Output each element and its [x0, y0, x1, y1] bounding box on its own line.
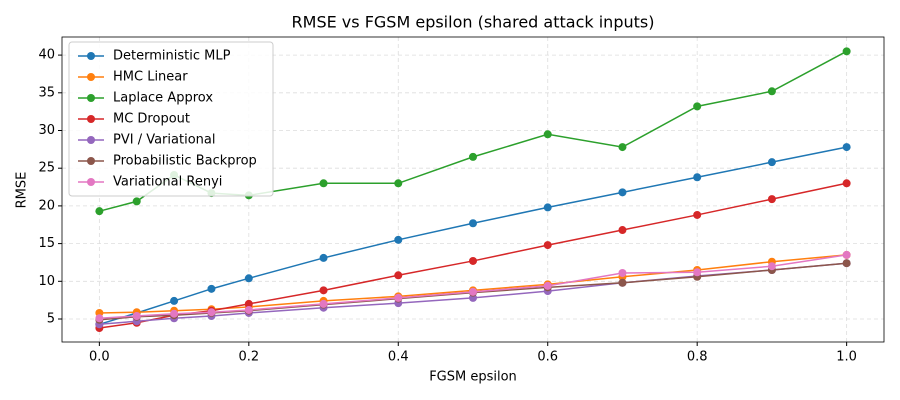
data-point	[319, 299, 328, 308]
data-point	[319, 286, 328, 295]
data-point	[207, 284, 216, 293]
data-point	[132, 311, 141, 320]
plot-frame	[61, 36, 885, 343]
legend-label: Deterministic MLP	[113, 49, 231, 64]
data-point	[95, 314, 104, 323]
y-tick-label: 30	[38, 123, 55, 138]
data-point	[618, 143, 627, 152]
data-point	[319, 179, 328, 188]
y-tick-label: 5	[47, 312, 55, 327]
data-point	[543, 130, 552, 139]
y-tick-label: 40	[38, 48, 55, 63]
data-point	[170, 309, 179, 318]
legend-marker	[87, 115, 95, 123]
data-point	[244, 299, 253, 308]
data-point	[207, 308, 216, 317]
x-tick-label: 0.6	[537, 350, 558, 365]
y-tick-label: 10	[38, 274, 55, 289]
data-point	[618, 188, 627, 197]
data-point	[394, 179, 403, 188]
data-point	[842, 250, 851, 259]
data-point	[767, 195, 776, 204]
data-point	[767, 87, 776, 96]
y-tick-label: 20	[38, 198, 55, 213]
data-point	[244, 305, 253, 314]
y-tick-label: 25	[38, 161, 55, 176]
data-point	[618, 278, 627, 287]
legend-label: Probabilistic Backprop	[113, 154, 257, 169]
legend-marker	[87, 157, 95, 165]
legend-marker	[87, 94, 95, 102]
data-point	[469, 256, 477, 265]
data-point	[394, 271, 403, 280]
data-point	[543, 203, 552, 212]
x-tick-label: 1.0	[836, 350, 857, 365]
data-point	[244, 274, 253, 283]
data-point	[95, 207, 104, 216]
legend-marker	[87, 136, 95, 144]
legend-marker	[87, 73, 95, 81]
data-point	[469, 219, 477, 228]
data-point	[693, 173, 702, 182]
x-tick-label: 0.8	[687, 350, 708, 365]
x-tick-label: 0.2	[238, 350, 259, 365]
legend-label: PVI / Variational	[113, 133, 215, 148]
data-point	[394, 293, 403, 302]
chart-title: RMSE vs FGSM epsilon (shared attack inpu…	[292, 13, 655, 32]
data-point	[842, 179, 851, 188]
y-axis-label: RMSE	[15, 172, 30, 209]
data-point	[693, 210, 702, 219]
legend-marker	[87, 52, 95, 60]
data-point	[842, 47, 851, 56]
data-point	[170, 296, 179, 305]
legend-label: MC Dropout	[113, 112, 190, 127]
data-point	[319, 253, 328, 262]
data-point	[469, 152, 477, 161]
x-axis-label: FGSM epsilon	[429, 370, 517, 385]
y-tick-label: 15	[38, 236, 55, 251]
legend-label: Laplace Approx	[113, 91, 213, 106]
data-point	[394, 235, 403, 244]
data-point	[618, 226, 627, 235]
legend-label: Variational Renyi	[113, 175, 222, 190]
x-tick-label: 0.4	[388, 350, 409, 365]
data-point	[693, 268, 702, 277]
data-point	[842, 259, 851, 268]
data-point	[469, 287, 477, 296]
x-tick-label: 0.0	[89, 350, 110, 365]
data-point	[693, 102, 702, 111]
legend-label: HMC Linear	[113, 70, 188, 85]
data-point	[543, 241, 552, 250]
legend-marker	[87, 178, 95, 186]
data-point	[767, 158, 776, 167]
data-point	[132, 197, 141, 206]
y-tick-label: 35	[38, 85, 55, 100]
data-point	[543, 281, 552, 290]
data-point	[842, 143, 851, 152]
data-point	[618, 269, 627, 278]
data-point	[767, 262, 776, 271]
legend-box	[68, 41, 274, 197]
